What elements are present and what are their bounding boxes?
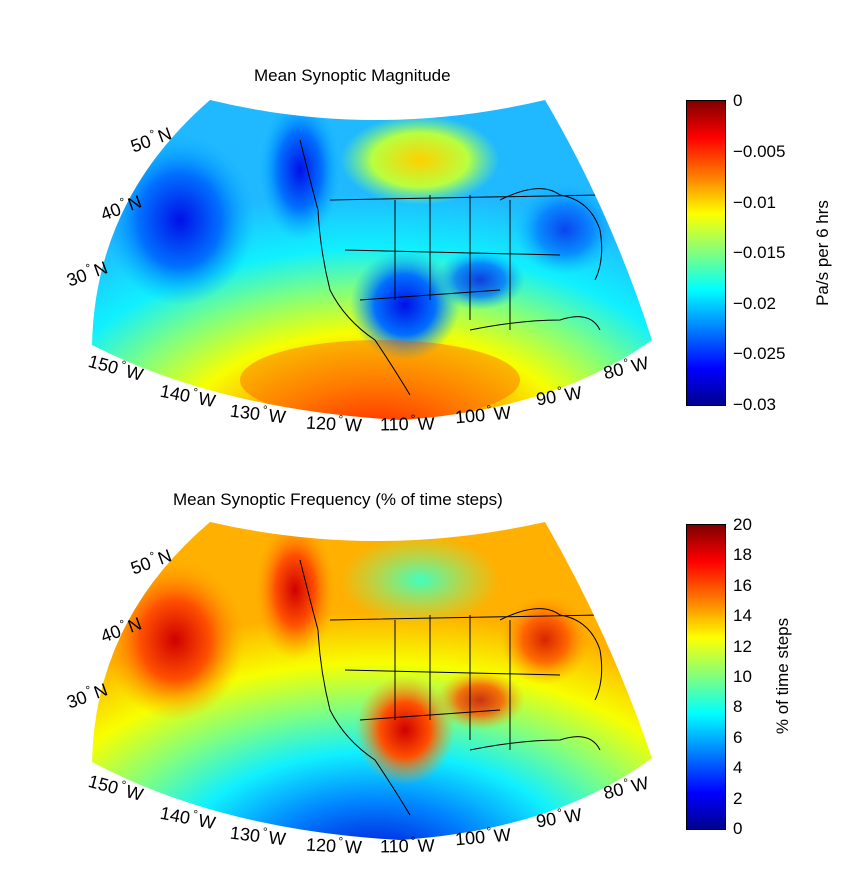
colorbar-tick: −0.01 xyxy=(733,193,777,212)
colorbar-tick: 16 xyxy=(733,576,752,595)
colorbar-tick: −0.025 xyxy=(733,344,786,363)
colorbar-tick: 6 xyxy=(733,728,743,747)
colorbar-tick: −0.005 xyxy=(733,142,786,161)
colorbar-tick: 18 xyxy=(733,545,752,564)
colorbar-tick: 12 xyxy=(733,637,752,656)
colorbar-tick: −0.015 xyxy=(733,243,786,262)
panel-title-magnitude: Mean Synoptic Magnitude xyxy=(254,66,451,85)
colorbar-frequency xyxy=(686,524,726,830)
lon-label: 110 °W xyxy=(379,833,435,857)
colorbar-tick: 10 xyxy=(733,667,752,686)
colorbar-tick: 0 xyxy=(733,91,743,110)
magnitude-field xyxy=(92,100,652,420)
colorbar-tick: 4 xyxy=(733,758,743,777)
coastlines-magnitude xyxy=(299,139,603,396)
colorbar-tick: 14 xyxy=(733,606,752,625)
colorbar-tick: −0.02 xyxy=(733,294,777,313)
coastlines-frequency xyxy=(299,559,603,816)
frequency-field xyxy=(92,522,652,840)
colorbar-tick: 8 xyxy=(733,697,743,716)
colorbar-tick: 2 xyxy=(733,789,743,808)
colorbar-magnitude xyxy=(686,100,726,406)
lon-label: 120°W xyxy=(305,834,363,858)
colorbar-tick: −0.03 xyxy=(733,395,777,414)
panel-title-frequency: Mean Synoptic Frequency (% of time steps… xyxy=(173,490,503,509)
colorbar-tick: 0 xyxy=(733,819,743,838)
colorbar-label-frequency: % of time steps xyxy=(773,617,792,735)
lon-label: 100°W xyxy=(454,824,512,850)
colorbar-tick: 20 xyxy=(733,515,752,534)
